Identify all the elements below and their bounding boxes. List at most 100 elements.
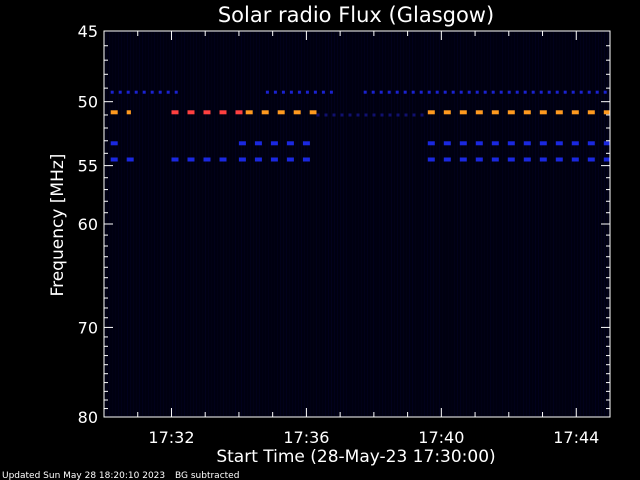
noise-streak xyxy=(475,32,476,416)
band-dash xyxy=(158,90,162,94)
noise-streak xyxy=(274,32,275,416)
band-dash xyxy=(475,110,483,115)
band-dash xyxy=(547,90,551,94)
band-dash xyxy=(475,157,483,162)
band-dash xyxy=(499,90,503,94)
noise-streak xyxy=(571,32,572,416)
band-dash xyxy=(270,157,278,162)
noise-streak xyxy=(259,32,260,416)
band-dash xyxy=(587,141,595,146)
band-dash xyxy=(363,90,367,94)
noise-streak xyxy=(139,32,140,416)
noise-streak xyxy=(541,32,542,416)
y-tick-label: 60 xyxy=(78,215,98,234)
noise-streak xyxy=(472,32,473,416)
band-dash xyxy=(531,90,535,94)
noise-streak xyxy=(553,32,554,416)
noise-streak xyxy=(160,32,161,416)
noise-streak xyxy=(352,32,353,416)
band-dash xyxy=(166,90,170,94)
band-dash xyxy=(443,90,447,94)
band-dash xyxy=(539,157,547,162)
noise-streak xyxy=(115,32,116,416)
noise-streak xyxy=(199,32,200,416)
band-dash xyxy=(150,90,154,94)
noise-streak xyxy=(526,32,527,416)
noise-streak xyxy=(586,32,587,416)
band-dash xyxy=(110,110,118,115)
band-dash xyxy=(443,141,451,146)
noise-streak xyxy=(277,32,278,416)
band-dash xyxy=(289,90,293,94)
noise-streak xyxy=(556,32,557,416)
noise-streak xyxy=(133,32,134,416)
band-dash xyxy=(238,141,246,146)
noise-streak xyxy=(247,32,248,416)
band-dash xyxy=(379,90,383,94)
band-dash xyxy=(316,113,320,117)
band-dash xyxy=(587,110,595,115)
noise-streak xyxy=(316,32,317,416)
y-tick-label: 70 xyxy=(78,318,98,337)
noise-streak xyxy=(280,32,281,416)
noise-streak xyxy=(493,32,494,416)
noise-streak xyxy=(184,32,185,416)
noise-streak xyxy=(427,32,428,416)
band-dash xyxy=(171,157,179,162)
noise-streak xyxy=(187,32,188,416)
band-dash xyxy=(324,113,328,117)
band-dash xyxy=(340,113,344,117)
noise-streak xyxy=(178,32,179,416)
band-dash xyxy=(555,157,563,162)
noise-streak xyxy=(373,32,374,416)
noise-streak xyxy=(145,32,146,416)
band-dash xyxy=(245,110,253,115)
band-dash xyxy=(313,90,317,94)
band-dash xyxy=(387,90,391,94)
noise-streak xyxy=(487,32,488,416)
noise-streak xyxy=(484,32,485,416)
noise-streak xyxy=(448,32,449,416)
band-dash xyxy=(507,110,515,115)
band-dash xyxy=(595,90,599,94)
noise-streak xyxy=(211,32,212,416)
band-dash xyxy=(475,90,479,94)
noise-streak xyxy=(298,32,299,416)
band-dash xyxy=(427,90,431,94)
noise-streak xyxy=(502,32,503,416)
band-dash xyxy=(305,90,309,94)
band-dash xyxy=(411,90,415,94)
band-dash xyxy=(396,113,400,117)
band-dash xyxy=(539,110,547,115)
noise-streak xyxy=(208,32,209,416)
noise-streak xyxy=(481,32,482,416)
noise-streak xyxy=(214,32,215,416)
band-dash xyxy=(118,90,122,94)
band-dash xyxy=(459,157,467,162)
band-dash xyxy=(507,141,515,146)
noise-streak xyxy=(394,32,395,416)
noise-streak xyxy=(409,32,410,416)
band-dash xyxy=(219,157,227,162)
noise-streak xyxy=(175,32,176,416)
noise-streak xyxy=(508,32,509,416)
noise-streak xyxy=(235,32,236,416)
noise-streak xyxy=(325,32,326,416)
band-dash xyxy=(427,157,435,162)
band-dash xyxy=(302,157,310,162)
y-tick-label: 50 xyxy=(78,93,98,112)
band-dash xyxy=(563,90,567,94)
noise-streak xyxy=(361,32,362,416)
band-dash xyxy=(491,141,499,146)
noise-streak xyxy=(334,32,335,416)
noise-streak xyxy=(598,32,599,416)
band-dash xyxy=(273,90,277,94)
chart-title: Solar radio Flux (Glasgow) xyxy=(218,3,494,27)
noise-streak xyxy=(340,32,341,416)
noise-streak xyxy=(403,32,404,416)
noise-streak xyxy=(268,32,269,416)
noise-streak xyxy=(163,32,164,416)
noise-streak xyxy=(442,32,443,416)
band-dash xyxy=(395,90,399,94)
